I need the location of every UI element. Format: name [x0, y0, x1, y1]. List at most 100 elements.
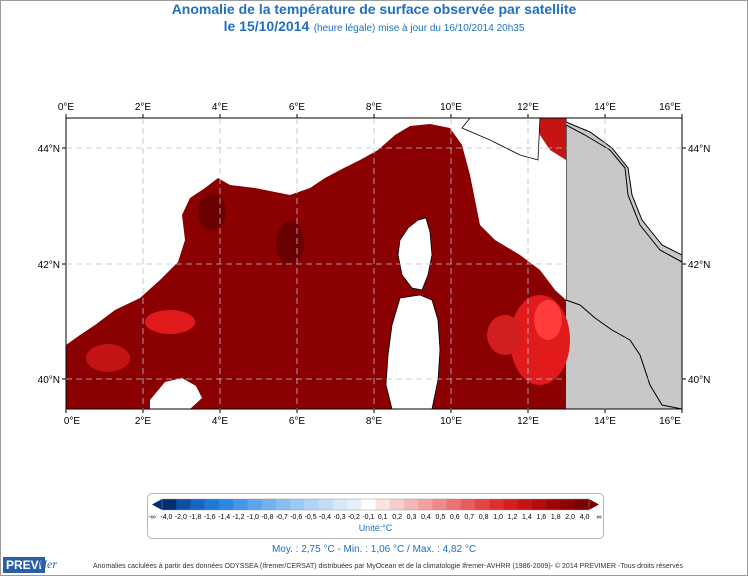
ticks	[62, 114, 686, 413]
legend-swatch	[204, 499, 220, 510]
legend-swatch	[290, 499, 305, 510]
lon-tick-label: 14°E	[594, 416, 616, 427]
legend-tick-label: -0,6	[290, 514, 303, 521]
cool-patch	[198, 194, 226, 230]
legend-swatch	[261, 499, 277, 510]
warm-patch	[145, 310, 195, 334]
legend-tick-label: 0,1	[377, 514, 388, 521]
lon-tick-label: 0°E	[64, 416, 81, 427]
logo-part1: PREVI	[3, 557, 46, 573]
lon-tick-label: 6°E	[289, 102, 306, 113]
legend-tick-label: 1,4	[522, 514, 532, 521]
legend-swatch	[361, 499, 376, 510]
legend-tick-label: 1,8	[550, 514, 561, 521]
legend-tick-label: -∞	[148, 514, 156, 521]
lon-tick-label: 12°E	[517, 102, 539, 113]
legend-max-arrow	[589, 499, 599, 510]
lat-ticks-left: 44°N 42°N 40°N	[38, 144, 60, 386]
legend-swatch	[275, 499, 291, 510]
sst-anomaly-map: 0°E 2°E 4°E 6°E 8°E 10°E 12°E 14°E 16°E …	[38, 102, 711, 427]
legend-tick-label: -4,0	[160, 514, 173, 521]
legend-tick-label: ∞	[596, 514, 602, 521]
lon-tick-label: 0°E	[58, 102, 75, 113]
legend-swatch	[190, 499, 206, 510]
legend-tick-label: -1,2	[232, 514, 245, 521]
legend-tick-label: 0,6	[449, 514, 460, 521]
legend-swatch	[560, 499, 576, 510]
lon-tick-label: 8°E	[366, 416, 383, 427]
legend-tick-label: -0,8	[261, 514, 274, 521]
legend-swatch	[247, 499, 263, 510]
grid	[66, 118, 682, 409]
legend-tick-label: -0,4	[319, 514, 332, 521]
legend-swatch	[418, 499, 433, 510]
legend-tick-label: 2,0	[565, 514, 576, 521]
legend-tick-label: 0,7	[464, 514, 475, 521]
legend-swatch	[503, 499, 519, 510]
legend-tick-label: -0,5	[304, 514, 317, 521]
legend-swatch	[176, 499, 191, 510]
lon-tick-label: 2°E	[135, 416, 152, 427]
map-subtitle: le 15/10/2014 (heure légale) mise à jour…	[0, 18, 748, 36]
lon-tick-label: 12°E	[517, 416, 539, 427]
lon-ticks-bottom: 0°E 2°E 4°E 6°E 8°E 10°E 12°E 14°E 16°E	[64, 416, 681, 427]
previmer-logo: PREVI Mer	[3, 557, 71, 573]
corsica	[397, 217, 433, 291]
legend-color-bar	[152, 498, 599, 511]
ligurian-sea	[538, 118, 566, 160]
legend-tick-label: -0,2	[347, 514, 360, 521]
legend-swatch	[475, 499, 490, 510]
legend-swatch	[532, 499, 547, 510]
legend-tick-label: 0,8	[478, 514, 489, 521]
lat-tick-label: 44°N	[38, 144, 60, 155]
legend-swatch	[574, 499, 590, 510]
legend-tick-label: -1,0	[246, 514, 259, 521]
legend-swatch	[460, 499, 476, 510]
legend-swatch	[446, 499, 462, 510]
warm-patch	[487, 315, 523, 355]
legend-tick-label: 1,6	[536, 514, 547, 521]
legend-swatch	[489, 499, 505, 510]
legend-swatch	[432, 499, 448, 510]
color-legend: -∞ -4,0 -2,0 -1,8 -1,6 -1,4 -1,2 -1,0 -0,8 -0,7 -0…	[147, 493, 604, 539]
lon-tick-label: 4°E	[212, 416, 229, 427]
legend-min-arrow	[152, 499, 162, 510]
logo-part2: Mer	[37, 557, 57, 571]
lon-tick-label: 4°E	[212, 102, 229, 113]
legend-swatch	[218, 499, 234, 510]
adriatic-sea	[565, 118, 682, 256]
legend-tick-label: -0,7	[275, 514, 288, 521]
legend-swatch	[318, 499, 334, 510]
lon-ticks-top: 0°E 2°E 4°E 6°E 8°E 10°E 12°E 14°E 16°E	[58, 102, 681, 113]
lat-ticks-right: 44°N 42°N 40°N	[688, 144, 710, 386]
legend-tick-label: 0,5	[435, 514, 446, 521]
legend-tick-label: -1,6	[203, 514, 216, 521]
legend-tick-label: -1,8	[189, 514, 202, 521]
lon-tick-label: 2°E	[135, 102, 152, 113]
legend-unit: Unité:°C	[358, 523, 393, 533]
lon-tick-label: 8°E	[366, 102, 383, 113]
lon-tick-label: 14°E	[594, 102, 616, 113]
balearic-island	[150, 378, 202, 409]
legend-swatch	[347, 499, 362, 510]
legend-tick-label: 4,0	[579, 514, 590, 521]
italy-west-land	[461, 118, 541, 161]
statistics: Moy. : 2,75 °C - Min. : 1,06 °C / Max. :…	[271, 544, 477, 555]
cool-patch	[276, 221, 304, 265]
map-title: Anomalie de la température de surface ob…	[171, 1, 577, 17]
legend-tick-label: 0,3	[406, 514, 417, 521]
lon-tick-label: 16°E	[659, 102, 681, 113]
italy-coast	[565, 124, 682, 409]
lat-tick-label: 42°N	[688, 260, 710, 271]
legend-tick-label: 0,4	[421, 514, 431, 521]
legend-bar-frame	[161, 498, 590, 511]
lon-tick-label: 10°E	[440, 416, 462, 427]
legend-swatch	[546, 499, 562, 510]
legend-swatch	[162, 499, 177, 510]
legend-tick-label: -1,4	[218, 514, 231, 521]
legend-swatch	[389, 499, 405, 510]
legend-swatch	[403, 499, 419, 510]
legend-tick-label: 1,2	[507, 514, 518, 521]
lon-tick-label: 16°E	[659, 416, 681, 427]
legend-tick-label: 1,0	[493, 514, 503, 521]
